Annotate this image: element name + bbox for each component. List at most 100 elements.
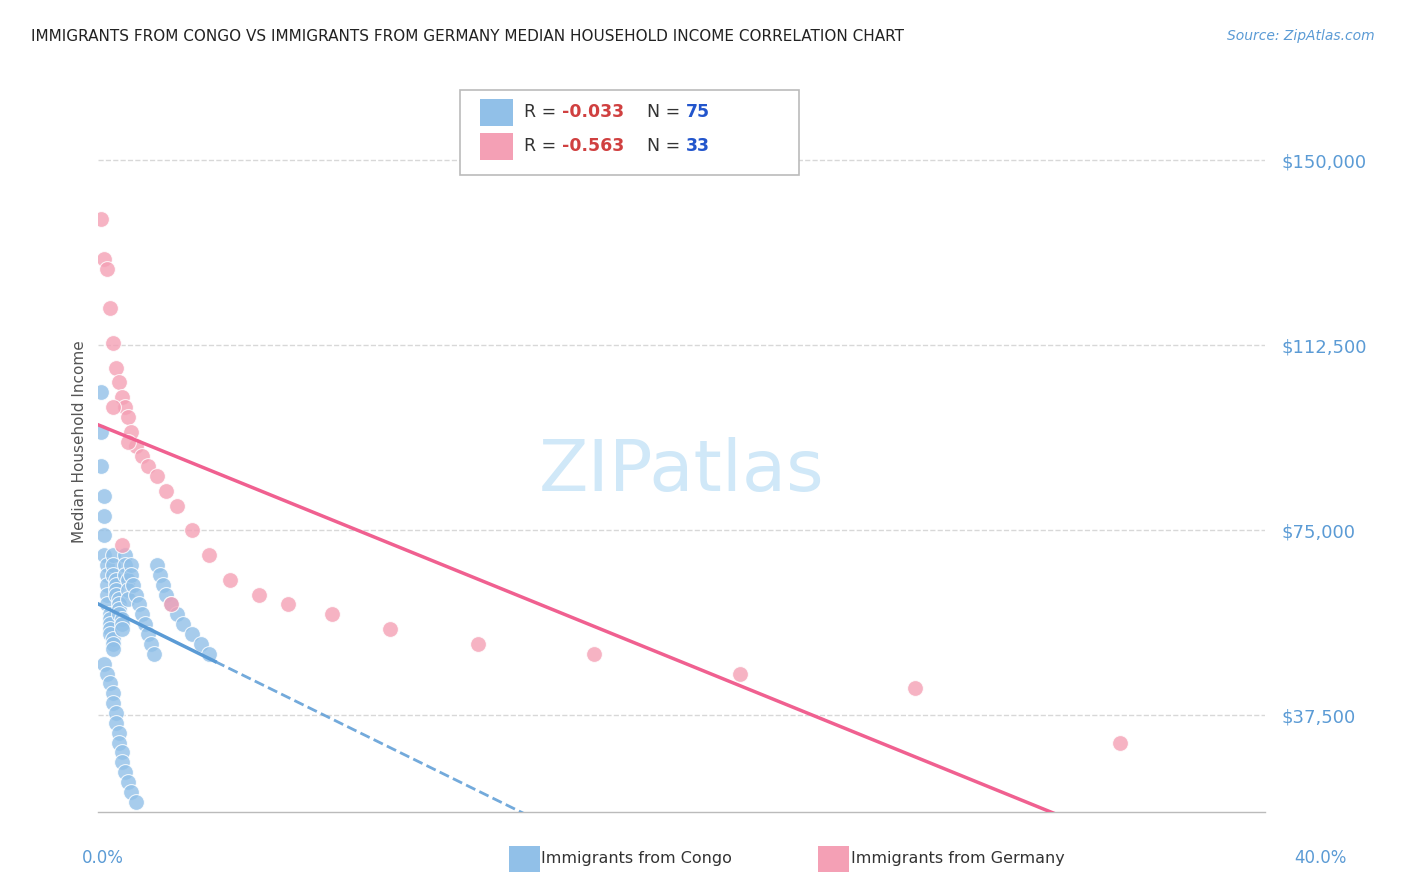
Point [131,607,153,622]
Point [180,524,202,538]
Point [111,746,134,760]
Point [1108,736,1130,750]
Point [730,666,752,681]
Point [190,637,212,651]
Point [108,598,131,612]
Text: N =: N = [647,136,686,155]
Point [96,567,118,582]
Point [108,736,131,750]
Point [101,400,124,414]
Point [98,301,121,316]
Point [114,400,136,414]
Point [101,641,124,656]
Point [160,598,183,612]
Point [108,592,131,607]
Text: R =: R = [524,103,562,120]
Text: N =: N = [647,103,686,120]
Text: 40.0%: 40.0% [1295,849,1347,867]
Point [101,548,124,562]
FancyBboxPatch shape [479,99,513,126]
Point [128,598,150,612]
Point [93,528,115,542]
Point [321,607,343,622]
Point [125,795,148,809]
Point [117,592,139,607]
Point [98,676,121,690]
Point [93,252,115,266]
Text: Immigrants from Germany: Immigrants from Germany [851,851,1064,865]
Point [96,261,118,276]
Point [111,756,134,770]
Point [93,489,115,503]
Point [136,627,159,641]
Point [96,666,118,681]
Point [101,335,124,350]
Point [172,617,194,632]
Point [108,602,131,616]
Point [218,573,240,587]
Point [149,567,172,582]
Point [583,647,606,661]
Point [122,577,145,591]
Text: 0.0%: 0.0% [82,849,124,867]
Point [139,637,162,651]
Point [117,409,139,424]
Point [247,588,270,602]
Point [111,617,134,632]
Point [111,538,134,552]
Text: -0.033: -0.033 [562,103,624,120]
Point [90,212,112,227]
Point [166,499,188,513]
Text: -0.563: -0.563 [562,136,624,155]
Point [104,706,127,720]
Point [125,440,148,454]
Text: 75: 75 [685,103,710,120]
Point [114,765,136,780]
Point [131,450,153,464]
Point [90,385,112,400]
Point [120,558,142,572]
Point [136,459,159,474]
Point [155,483,177,498]
Text: R =: R = [524,136,562,155]
Point [114,558,136,572]
Point [104,582,127,597]
Point [101,637,124,651]
Text: Source: ZipAtlas.com: Source: ZipAtlas.com [1227,29,1375,43]
Point [198,647,221,661]
Point [101,696,124,710]
Point [93,508,115,523]
Point [101,686,124,700]
Point [114,567,136,582]
Point [101,558,124,572]
Point [104,360,127,375]
Point [98,617,121,632]
Point [108,607,131,622]
Point [104,588,127,602]
Point [93,657,115,671]
Point [108,376,131,390]
Point [104,715,127,730]
Point [98,612,121,626]
Y-axis label: Median Household Income: Median Household Income [72,340,87,543]
Point [98,622,121,636]
Point [117,434,139,449]
Point [155,588,177,602]
Point [160,598,183,612]
Point [111,622,134,636]
Point [120,567,142,582]
Point [277,598,299,612]
Point [104,573,127,587]
Point [134,617,156,632]
Point [114,548,136,562]
Point [108,725,131,739]
Point [146,558,169,572]
Point [120,785,142,799]
Point [111,390,134,404]
FancyBboxPatch shape [479,133,513,160]
Point [467,637,489,651]
Point [166,607,188,622]
Point [98,627,121,641]
Point [96,577,118,591]
Point [117,582,139,597]
